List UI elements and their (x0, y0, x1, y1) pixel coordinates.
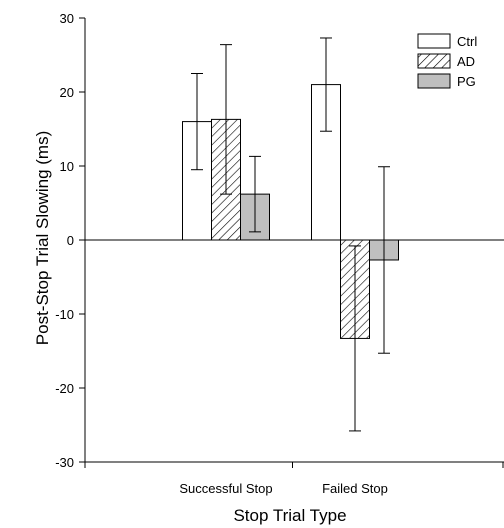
y-axis-label: Post-Stop Trial Slowing (ms) (33, 131, 52, 345)
x-tick-label: Failed Stop (322, 481, 388, 496)
y-tick-label: 30 (60, 11, 74, 26)
legend-swatch (417, 73, 451, 89)
y-tick-label: -30 (55, 455, 74, 470)
y-tick-label: -10 (55, 307, 74, 322)
y-tick-label: 0 (67, 233, 74, 248)
legend-label: AD (457, 54, 475, 69)
x-tick-label: Successful Stop (179, 481, 272, 496)
bar (311, 84, 341, 241)
y-tick-label: 20 (60, 85, 74, 100)
legend-swatch (417, 33, 451, 49)
legend-label: PG (457, 74, 476, 89)
legend-label: Ctrl (457, 34, 477, 49)
legend-swatch (417, 53, 451, 69)
y-tick-label: -20 (55, 381, 74, 396)
x-axis-label: Stop Trial Type (233, 506, 346, 525)
y-tick-label: 10 (60, 159, 74, 174)
legend: Ctrl AD PG (417, 33, 477, 89)
